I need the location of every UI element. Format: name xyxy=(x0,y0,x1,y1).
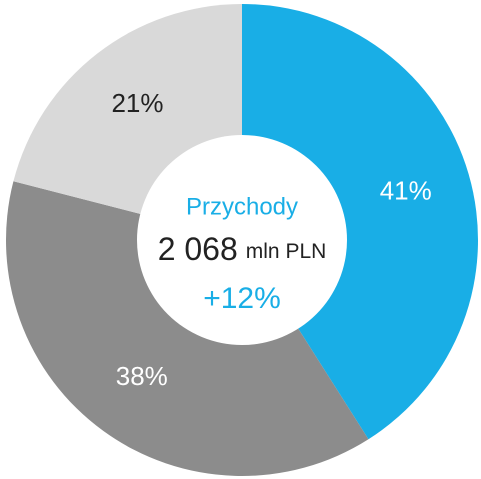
center-change: +12% xyxy=(203,282,281,315)
data-label: 38% xyxy=(116,361,168,391)
donut-hole xyxy=(137,135,347,345)
donut-segment xyxy=(242,4,478,440)
center-title: Przychody xyxy=(186,193,298,220)
center-value-line: 2 068 mln PLN xyxy=(158,231,327,267)
data-label: 41% xyxy=(380,175,432,205)
center-unit: mln PLN xyxy=(246,240,327,263)
data-label: 21% xyxy=(111,88,163,118)
center-value: 2 068 xyxy=(158,231,238,267)
